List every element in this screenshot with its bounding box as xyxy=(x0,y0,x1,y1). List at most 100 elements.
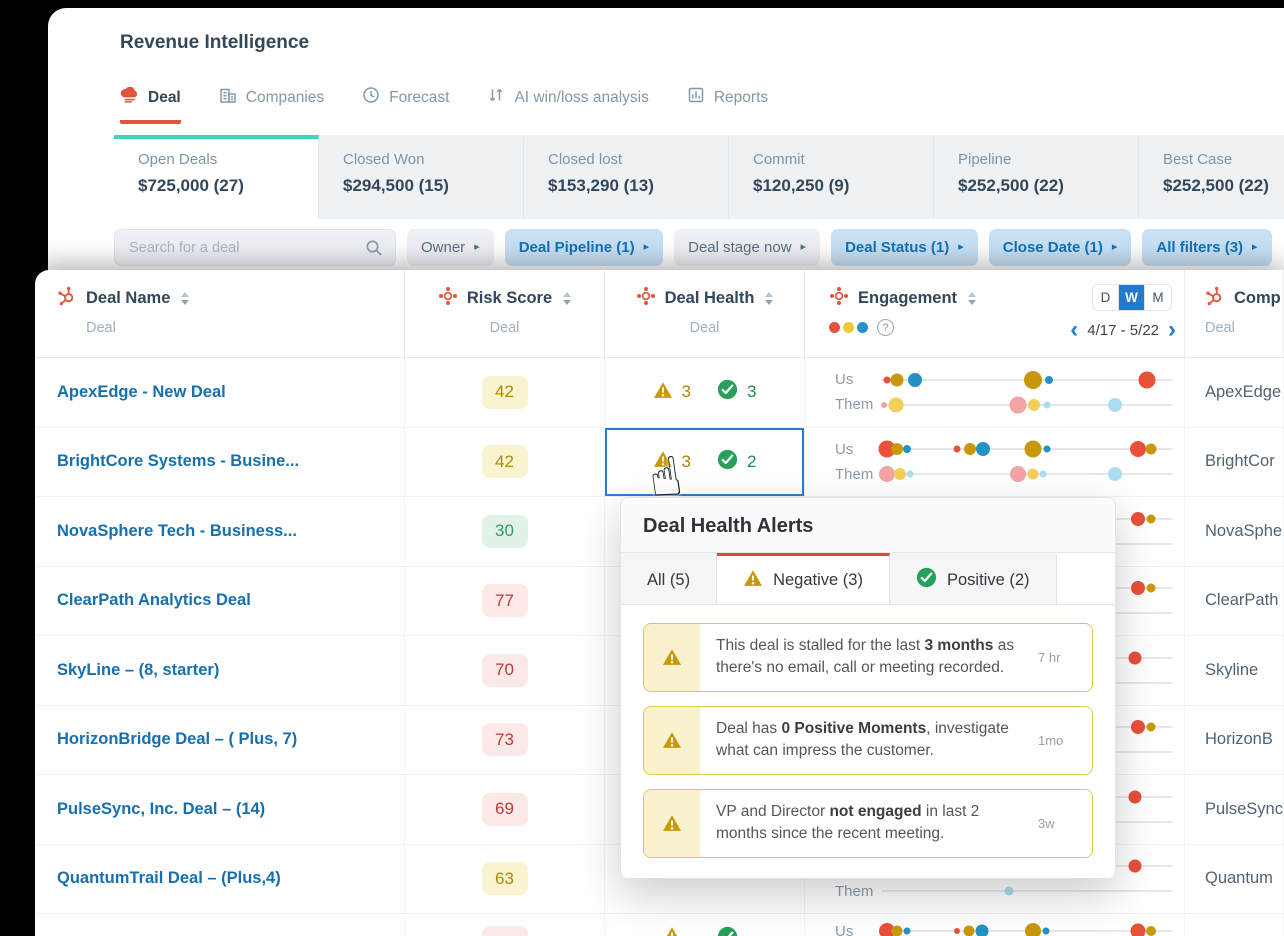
search-input[interactable] xyxy=(127,238,365,257)
warning-icon xyxy=(743,569,763,592)
deal-name-link[interactable]: BrightCore Systems - Busine... xyxy=(57,452,300,471)
deal-name-cell: SkyLine – (8, starter) xyxy=(35,636,405,705)
risk-score-cell: 77 xyxy=(405,566,605,635)
column-title: Risk Score xyxy=(466,289,553,307)
nav-tab-deal[interactable]: Deal xyxy=(120,86,181,124)
column-header-deal-health[interactable]: Deal Health Deal xyxy=(605,270,805,357)
deal-name-link[interactable]: ApexEdge - New Deal xyxy=(57,382,226,401)
positive-count: 3 xyxy=(747,382,757,402)
custom-property-icon xyxy=(829,286,849,311)
table-header: Deal Name Deal Risk Score xyxy=(35,270,1284,358)
deal-name-link[interactable]: QuantumTrail Deal – (Plus,4) xyxy=(57,869,281,888)
filter-chip-label: Owner xyxy=(421,239,466,256)
filter-chip-all-filters-3-[interactable]: All filters (3) ▸ xyxy=(1142,229,1272,266)
engagement-dot xyxy=(1146,514,1156,524)
summary-card[interactable]: Pipeline $252,500 (22) xyxy=(934,135,1139,219)
summary-card-label: Open Deals xyxy=(138,151,218,168)
engagement-dot xyxy=(907,372,922,387)
summary-card-value: $252,500 (22) xyxy=(958,176,1064,195)
deal-name-link[interactable]: HorizonBridge Deal – ( Plus, 7) xyxy=(57,730,298,749)
column-header-company[interactable]: Comp Deal xyxy=(1185,270,1284,357)
engagement-us-row: Us xyxy=(835,369,1184,391)
summary-card-value: $294,500 (15) xyxy=(343,176,449,195)
filter-chip-deal-stage-now[interactable]: Deal stage now ▸ xyxy=(674,229,821,266)
app-window: Revenue Intelligence Deal Companies Foreca… xyxy=(48,8,1284,276)
summary-card[interactable]: Closed lost $153,290 (13) xyxy=(524,135,729,219)
nav-tab-label: Reports xyxy=(713,88,769,106)
next-week-icon[interactable]: › xyxy=(1168,316,1176,343)
column-header-risk-score[interactable]: Risk Score Deal xyxy=(405,270,605,357)
alert-age: 1mo xyxy=(1038,732,1064,748)
risk-score-badge: 30 xyxy=(481,514,528,548)
risk-score-badge: 77 xyxy=(481,584,528,618)
deal-health-cell[interactable] xyxy=(605,914,805,936)
engagement-dot xyxy=(1010,466,1027,483)
period-option-m[interactable]: M xyxy=(1152,290,1164,305)
deal-name-cell: BrightCore Systems - Busine... xyxy=(35,427,405,496)
popup-tab-label: Positive (2) xyxy=(946,570,1030,589)
engagement-dot xyxy=(893,468,906,481)
risk-score-badge: 42 xyxy=(481,375,528,409)
engagement-dot xyxy=(953,928,960,934)
legend-dot xyxy=(843,322,854,333)
popup-tab-positive-2-[interactable]: Positive (2) xyxy=(889,553,1057,604)
risk-score-cell: 42 xyxy=(405,427,605,496)
summary-card[interactable]: Commit $120,250 (9) xyxy=(729,135,934,219)
nav-tab-companies[interactable]: Companies xyxy=(219,86,324,124)
deal-name-link[interactable]: PulseSync, Inc. Deal – (14) xyxy=(57,799,266,818)
popup-tab-negative-3-[interactable]: Negative (3) xyxy=(717,553,890,604)
deal-name-link[interactable]: NovaSphere Tech - Business... xyxy=(57,521,297,540)
forecast-icon xyxy=(362,86,380,109)
engagement-dot xyxy=(1146,926,1157,936)
page-title: Revenue Intelligence xyxy=(120,32,310,53)
deal-name-link[interactable]: SkyLine – (8, starter) xyxy=(57,660,220,679)
check-icon xyxy=(717,926,738,936)
nav-tab-label: Deal xyxy=(148,88,181,106)
nav-tab-forecast[interactable]: Forecast xyxy=(362,86,449,124)
summary-card[interactable]: Best Case $252,500 (22) xyxy=(1139,135,1284,219)
filter-chip-owner[interactable]: Owner ▸ xyxy=(407,229,494,266)
engagement-dot xyxy=(1004,886,1014,896)
summary-card[interactable]: Closed Won $294,500 (15) xyxy=(319,135,524,219)
negative-count: 3 xyxy=(681,451,691,471)
deal-search-box[interactable] xyxy=(114,229,396,266)
deal-name-cell: ClearPath Analytics Deal xyxy=(35,566,405,635)
table-row: ApexEdge - New Deal 42 3 3 Us Them ApexEdge xyxy=(35,358,1284,428)
engagement-dot xyxy=(903,445,912,454)
hubspot-icon xyxy=(1205,286,1225,311)
nav-tab-ai-win-loss-analysis[interactable]: AI win/loss analysis xyxy=(487,86,649,124)
filter-chip-close-date-1-[interactable]: Close Date (1) ▸ xyxy=(988,229,1132,266)
engagement-timeline xyxy=(881,369,1173,391)
caret-icon: ▸ xyxy=(1111,241,1118,253)
risk-score-cell: 70 xyxy=(405,636,605,705)
engagement-dot xyxy=(1130,581,1145,596)
filter-chip-label: Deal Status (1) xyxy=(845,239,950,256)
period-option-w[interactable]: W xyxy=(1119,285,1145,310)
check-icon xyxy=(717,449,738,475)
engagement-dot xyxy=(903,927,911,935)
filter-chip-deal-pipeline-1-[interactable]: Deal Pipeline (1) ▸ xyxy=(504,229,664,266)
nav-tab-reports[interactable]: Reports xyxy=(687,86,768,124)
prev-week-icon[interactable]: ‹ xyxy=(1070,316,1079,343)
popup-tab-all-5-[interactable]: All (5) xyxy=(621,553,718,604)
summary-card-label: Pipeline xyxy=(958,151,1012,168)
help-icon[interactable]: ? xyxy=(877,319,894,336)
warning-icon xyxy=(662,926,682,936)
warning-icon xyxy=(644,624,700,691)
filter-chip-deal-status-1-[interactable]: Deal Status (1) ▸ xyxy=(831,229,978,266)
column-header-deal-name[interactable]: Deal Name Deal xyxy=(35,270,405,357)
caret-icon: ▸ xyxy=(643,241,650,253)
period-option-d[interactable]: D xyxy=(1093,285,1119,310)
risk-score-cell: 42 xyxy=(405,358,605,427)
risk-score-cell xyxy=(405,914,605,936)
deal-name-link[interactable]: ClearPath Analytics Deal xyxy=(57,591,251,610)
company-cell xyxy=(1185,914,1284,936)
summary-card[interactable]: Open Deals $725,000 (27) xyxy=(114,135,319,219)
pipeline-summary-row: Open Deals $725,000 (27) Closed Won $294,50… xyxy=(114,135,1284,219)
check-icon xyxy=(916,567,937,593)
engagement-dot xyxy=(1107,397,1122,412)
